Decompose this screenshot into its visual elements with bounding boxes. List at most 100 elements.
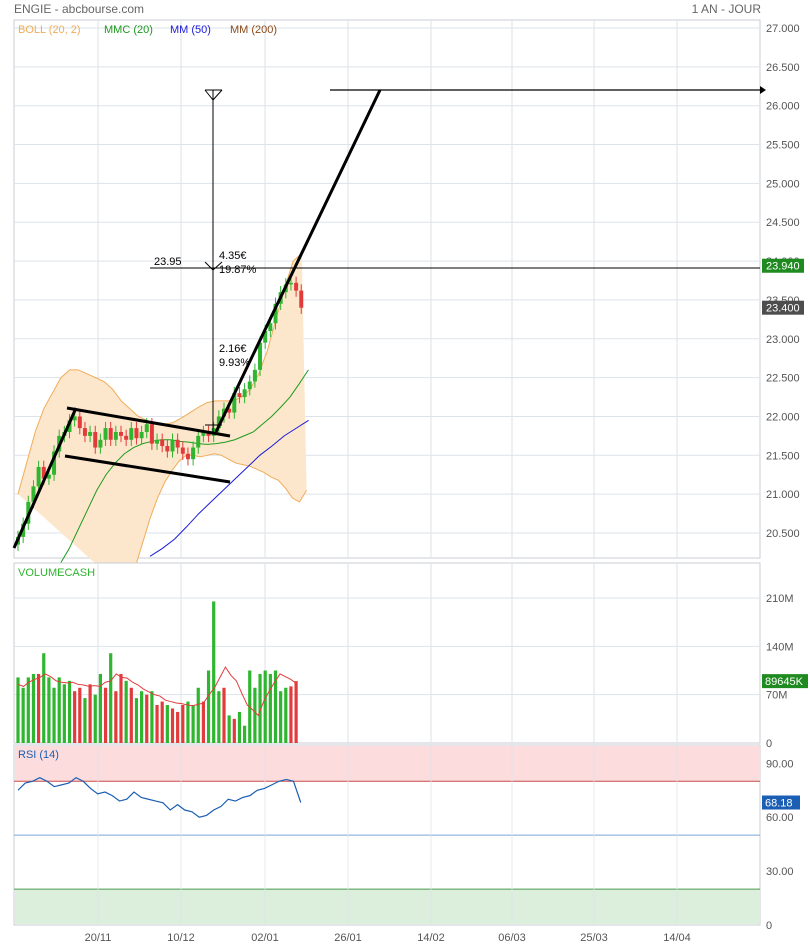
annotation-435: 4.35€ bbox=[219, 250, 247, 262]
volume-bar bbox=[67, 680, 72, 743]
candle-body bbox=[139, 432, 144, 439]
volume-tick-label: 140M bbox=[766, 641, 794, 653]
volume-bars bbox=[16, 601, 298, 743]
volume-tick-label: 210M bbox=[766, 593, 794, 605]
mmc20-line bbox=[59, 369, 309, 565]
rsi-y-ticks: 90.00 60.00 30.00 0 bbox=[766, 758, 794, 932]
volume-bar bbox=[124, 680, 128, 743]
volume-average bbox=[17, 666, 297, 717]
price-tick-label: 26.000 bbox=[766, 101, 800, 113]
channel-top-line bbox=[66, 406, 231, 438]
candle-body bbox=[119, 432, 123, 436]
moving-averages bbox=[59, 369, 309, 565]
measure-mid-left bbox=[204, 261, 214, 271]
volume-bar bbox=[258, 673, 262, 743]
price-tick-label: 23.000 bbox=[766, 334, 800, 346]
candle-body bbox=[113, 432, 118, 440]
volume-bar bbox=[253, 687, 257, 743]
candle-body bbox=[82, 428, 87, 436]
volume-bar bbox=[47, 677, 51, 743]
rsi-tick-label: 0 bbox=[766, 920, 772, 932]
volume-bar bbox=[170, 708, 175, 743]
candle-body bbox=[288, 282, 293, 285]
rsi-title: RSI (14) bbox=[18, 749, 59, 761]
volume-bar bbox=[165, 705, 169, 743]
rsi-overbought-zone bbox=[15, 746, 759, 782]
volume-y-ticks: 210M 140M 70M 0 bbox=[766, 593, 794, 750]
candle-body bbox=[88, 432, 93, 436]
rsi-grid bbox=[97, 745, 678, 925]
legend: BOLL (20, 2) MMC (20) MM (50) MM (200) bbox=[18, 24, 277, 36]
volume-bar bbox=[114, 691, 118, 743]
x-tick-label: 06/03 bbox=[498, 932, 526, 944]
candle-body bbox=[160, 439, 165, 446]
volume-bar bbox=[52, 687, 56, 743]
candle-body bbox=[124, 435, 129, 440]
volume-bar bbox=[21, 687, 25, 743]
rsi-line bbox=[17, 776, 302, 818]
trend-line-rise bbox=[12, 407, 78, 549]
candle-body bbox=[232, 393, 237, 413]
volume-bar bbox=[279, 691, 283, 743]
x-tick-label: 02/01 bbox=[251, 932, 279, 944]
x-axis-ticks: 20/11 10/12 02/01 26/01 14/02 06/03 25/03 14/04 bbox=[85, 932, 691, 944]
channel-bottom-line bbox=[64, 454, 231, 484]
price-tick-label: 24.500 bbox=[766, 217, 800, 229]
legend-boll: BOLL (20, 2) bbox=[18, 24, 81, 36]
rsi-series-line bbox=[17, 776, 302, 818]
volume-bar bbox=[222, 687, 226, 743]
candle-body bbox=[216, 416, 221, 429]
price-tag-label: 23.400 bbox=[766, 303, 800, 315]
target-arrowhead bbox=[760, 86, 766, 94]
volume-bar bbox=[98, 673, 102, 743]
volume-bar bbox=[160, 701, 164, 743]
candle-body bbox=[196, 435, 201, 448]
price-tick-label: 26.500 bbox=[766, 62, 800, 74]
legend-mm50: MM (50) bbox=[170, 24, 211, 36]
candle-body bbox=[294, 282, 299, 291]
rsi-tag: 68.18 bbox=[762, 795, 800, 810]
volume-tag-box bbox=[762, 674, 808, 689]
candle-body bbox=[72, 416, 77, 421]
candle-body bbox=[129, 428, 134, 440]
volume-bar bbox=[140, 691, 144, 743]
volume-bar bbox=[243, 725, 247, 743]
candle-body bbox=[237, 393, 242, 398]
candle-body bbox=[175, 439, 180, 448]
candle-body bbox=[180, 447, 185, 454]
volume-bar bbox=[134, 698, 139, 743]
volume-bar bbox=[145, 694, 149, 743]
volume-bar bbox=[191, 705, 195, 743]
volume-bar bbox=[88, 684, 92, 743]
candle-body bbox=[263, 331, 268, 343]
candle-body bbox=[103, 428, 108, 440]
annotation-1987: 19.87% bbox=[219, 264, 257, 276]
volume-bar bbox=[196, 687, 200, 743]
volume-bar bbox=[289, 686, 293, 743]
volume-bar bbox=[103, 687, 108, 743]
period-label[interactable]: 1 AN - JOUR bbox=[692, 2, 762, 16]
candle-body bbox=[268, 323, 273, 331]
candle-body bbox=[242, 389, 247, 398]
candle-body bbox=[149, 424, 154, 444]
volume-bar bbox=[273, 670, 278, 743]
price-y-ticks: 27.00026.50026.00025.50025.00024.50024.0… bbox=[766, 23, 800, 540]
volume-bar bbox=[93, 694, 97, 743]
x-tick-label: 20/11 bbox=[85, 932, 112, 944]
candle-body bbox=[46, 474, 51, 479]
volume-bar bbox=[62, 684, 66, 743]
volume-tick-label: 0 bbox=[766, 738, 772, 750]
candle-body bbox=[98, 439, 103, 448]
measure-arrow-left bbox=[204, 89, 214, 101]
price-tick-label: 22.000 bbox=[766, 411, 800, 423]
volume-bar bbox=[268, 673, 272, 743]
volume-title: VOLUMECASH bbox=[18, 567, 95, 579]
rsi-tick-label: 90.00 bbox=[766, 758, 794, 770]
volume-tick-label: 70M bbox=[766, 690, 787, 702]
rsi-bands bbox=[14, 746, 760, 924]
candle-body bbox=[227, 408, 232, 413]
volume-bar bbox=[284, 687, 288, 743]
volume-bar bbox=[227, 715, 231, 743]
chart-title: ENGIE - abcbourse.com bbox=[14, 2, 144, 16]
